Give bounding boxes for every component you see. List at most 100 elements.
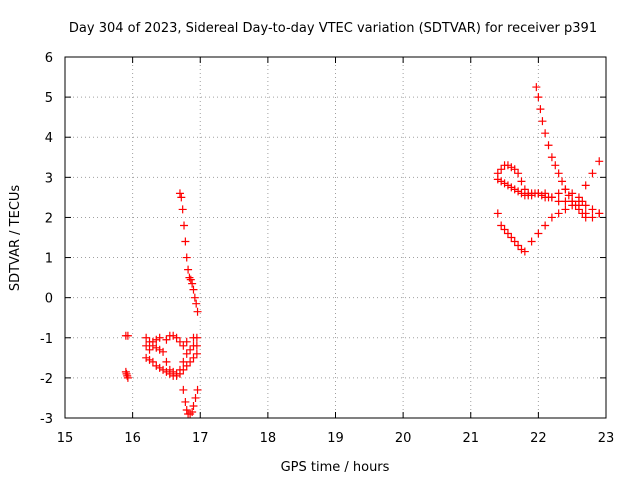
data-point <box>189 401 198 410</box>
data-point <box>595 157 604 166</box>
data-point <box>186 409 195 418</box>
data-point <box>517 177 526 186</box>
data-point <box>527 189 536 198</box>
data-point <box>193 307 202 316</box>
data-point <box>159 365 168 374</box>
data-point <box>561 205 570 214</box>
grid-layer <box>65 57 606 418</box>
data-point <box>510 165 519 174</box>
data-point <box>179 357 188 366</box>
data-point <box>497 177 506 186</box>
data-point <box>179 341 188 350</box>
x-tick-label: 20 <box>395 431 412 446</box>
data-point <box>185 273 194 282</box>
data-point <box>520 191 529 200</box>
data-point <box>588 169 597 178</box>
data-point <box>155 345 164 354</box>
data-point <box>193 385 202 394</box>
data-point <box>169 331 178 340</box>
x-axis-label: GPS time / hours <box>281 460 390 475</box>
data-point <box>192 341 201 350</box>
data-point <box>181 237 190 246</box>
y-axis-label: SDTVAR / TECUs <box>8 185 23 292</box>
data-point <box>578 209 587 218</box>
data-point <box>500 179 509 188</box>
data-point <box>181 397 190 406</box>
data-point <box>536 105 545 114</box>
y-tick-label: 3 <box>45 171 53 186</box>
data-point <box>192 349 201 358</box>
data-point <box>165 369 174 378</box>
data-point <box>152 343 161 352</box>
data-point <box>534 229 543 238</box>
data-point <box>188 407 197 416</box>
data-point <box>159 347 168 356</box>
y-tick-label: -2 <box>40 372 53 387</box>
data-point <box>142 333 151 342</box>
data-point <box>541 129 550 138</box>
data-point <box>162 335 171 344</box>
data-point <box>581 213 590 222</box>
data-point <box>547 193 556 202</box>
y-tick-label: 4 <box>45 131 53 146</box>
x-tick-label: 21 <box>462 431 479 446</box>
data-point <box>510 185 519 194</box>
x-tick-label: 22 <box>530 431 547 446</box>
data-point <box>588 213 597 222</box>
x-tick-label: 23 <box>598 431 615 446</box>
data-point <box>514 169 523 178</box>
data-point <box>588 205 597 214</box>
data-point <box>595 209 604 218</box>
data-point <box>155 363 164 372</box>
data-point <box>145 355 154 364</box>
data-point <box>558 177 567 186</box>
data-points <box>121 83 604 418</box>
data-point <box>175 337 184 346</box>
data-point <box>551 161 560 170</box>
data-point <box>581 201 590 210</box>
y-tick-label: 1 <box>45 252 53 267</box>
data-point <box>123 371 132 380</box>
x-tick-label: 19 <box>327 431 344 446</box>
data-point <box>538 117 547 126</box>
x-tick-label: 18 <box>260 431 277 446</box>
data-point <box>182 253 191 262</box>
data-point <box>554 169 563 178</box>
y-tick-label: 2 <box>45 211 53 226</box>
data-point <box>182 337 191 346</box>
data-point <box>152 361 161 370</box>
data-point <box>574 205 583 214</box>
data-point <box>534 93 543 102</box>
data-point <box>527 237 536 246</box>
data-point <box>534 189 543 198</box>
data-point <box>554 189 563 198</box>
data-point <box>541 189 550 198</box>
data-point <box>142 341 151 350</box>
data-point <box>179 365 188 374</box>
data-point <box>532 83 541 92</box>
chart-title: Day 304 of 2023, Sidereal Day-to-day VTE… <box>69 21 597 36</box>
data-point <box>180 221 189 230</box>
data-point <box>554 197 563 206</box>
data-point <box>507 233 516 242</box>
data-point <box>177 193 186 202</box>
data-point <box>148 357 157 366</box>
data-point <box>184 265 193 274</box>
data-point <box>189 285 198 294</box>
y-tick-label: -1 <box>40 332 53 347</box>
data-point <box>497 165 506 174</box>
data-point <box>182 405 191 414</box>
data-point <box>544 141 553 150</box>
data-point <box>503 181 512 190</box>
data-point <box>175 189 184 198</box>
data-point <box>121 367 130 376</box>
data-point <box>564 191 573 200</box>
data-point <box>547 213 556 222</box>
y-tick-label: 5 <box>45 91 53 106</box>
data-point <box>152 335 161 344</box>
data-point <box>568 189 577 198</box>
data-point <box>175 369 184 378</box>
data-point <box>189 353 198 362</box>
data-point <box>192 333 201 342</box>
